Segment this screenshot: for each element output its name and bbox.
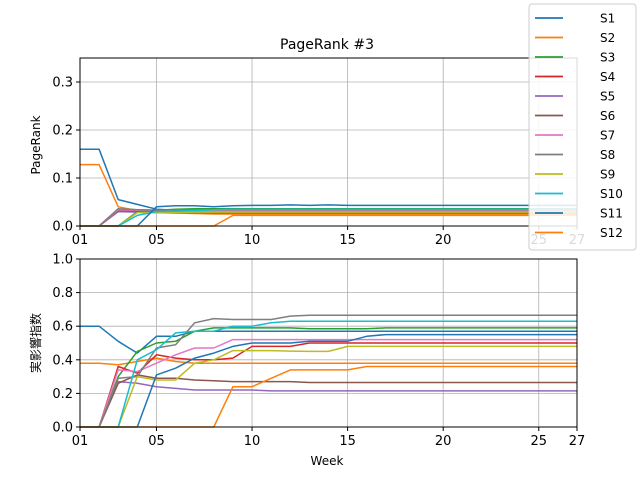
legend-box xyxy=(528,3,637,251)
x-tick-label: 10 xyxy=(244,434,261,449)
y-tick-label: 0.3 xyxy=(52,76,73,91)
series-lines xyxy=(80,148,577,227)
x-axis-label: Week xyxy=(311,454,344,468)
y-tick-label: 0.1 xyxy=(52,172,73,187)
y-tick-label: 1.0 xyxy=(52,253,73,268)
chart-title: PageRank #3 xyxy=(280,37,374,53)
legend-entry: S7 xyxy=(600,129,615,143)
x-tick-label: 15 xyxy=(339,434,356,449)
legend-entry: S1 xyxy=(600,12,615,26)
series-line-s8 xyxy=(80,314,577,428)
x-tick-label: 25 xyxy=(530,434,547,449)
plot-frame xyxy=(79,258,578,428)
x-tick-label: 01 xyxy=(72,434,89,449)
y-tick-label: 0.2 xyxy=(52,387,73,402)
legend-entry: S9 xyxy=(600,168,615,182)
legend-entry: S6 xyxy=(600,109,615,123)
x-tick-label: 05 xyxy=(148,233,165,248)
series-line-s10 xyxy=(80,320,577,428)
x-tick-label: 20 xyxy=(435,434,452,449)
legend-entry: S12 xyxy=(600,226,623,240)
series-line-s4 xyxy=(80,342,577,428)
legend-entry: S11 xyxy=(600,207,623,221)
x-tick-label: 20 xyxy=(435,233,452,248)
y-axis-label: 実影響指数 xyxy=(28,313,43,373)
x-tick-label: 01 xyxy=(72,233,89,248)
y-tick-label: 0.2 xyxy=(52,124,73,139)
series-line-s9 xyxy=(80,211,577,227)
legend-entry: S4 xyxy=(600,70,615,84)
y-tick-label: 0.0 xyxy=(52,220,73,235)
legend-entry: S10 xyxy=(600,187,623,201)
x-tick-label: 27 xyxy=(569,434,586,449)
legend: S1 S2 S3 S4 S5 S6 S7 S8 S9 S10 S11 S12 xyxy=(528,3,637,251)
series-line-s1 xyxy=(80,325,577,354)
x-tick-label: 15 xyxy=(339,233,356,248)
legend-entry: S2 xyxy=(600,31,615,45)
legend-entry: S3 xyxy=(600,51,615,65)
series-line-s11 xyxy=(80,333,577,428)
series-line-s7 xyxy=(80,338,577,428)
legend-entry: S5 xyxy=(600,90,615,104)
y-tick-label: 0.0 xyxy=(52,421,73,436)
series-line-s11 xyxy=(80,204,577,227)
series-line-s5 xyxy=(80,380,577,428)
series-line-s10 xyxy=(80,208,577,227)
series-line-s2 xyxy=(80,357,577,366)
y-tick-label: 0.4 xyxy=(52,353,73,368)
y-tick-label: 0.6 xyxy=(52,320,73,335)
y-tick-label: 0.8 xyxy=(52,286,73,301)
chart-panel-influence: 実影響指数 Week 01 05 10 15 20 25 27 0.0 0.2 0.4 0.6 0.8… xyxy=(28,253,585,469)
axis-ticks: 01 05 10 15 20 25 27 0.0 0.2 0.4 0.6 0.8 1.0 xyxy=(52,253,585,450)
series-line-s9 xyxy=(80,345,577,428)
legend-entry: S8 xyxy=(600,148,615,162)
x-tick-label: 05 xyxy=(148,434,165,449)
x-tick-label: 10 xyxy=(244,233,261,248)
series-line-s3 xyxy=(80,327,577,428)
series-line-s6 xyxy=(80,374,577,428)
y-axis-label: PageRank xyxy=(29,115,43,174)
